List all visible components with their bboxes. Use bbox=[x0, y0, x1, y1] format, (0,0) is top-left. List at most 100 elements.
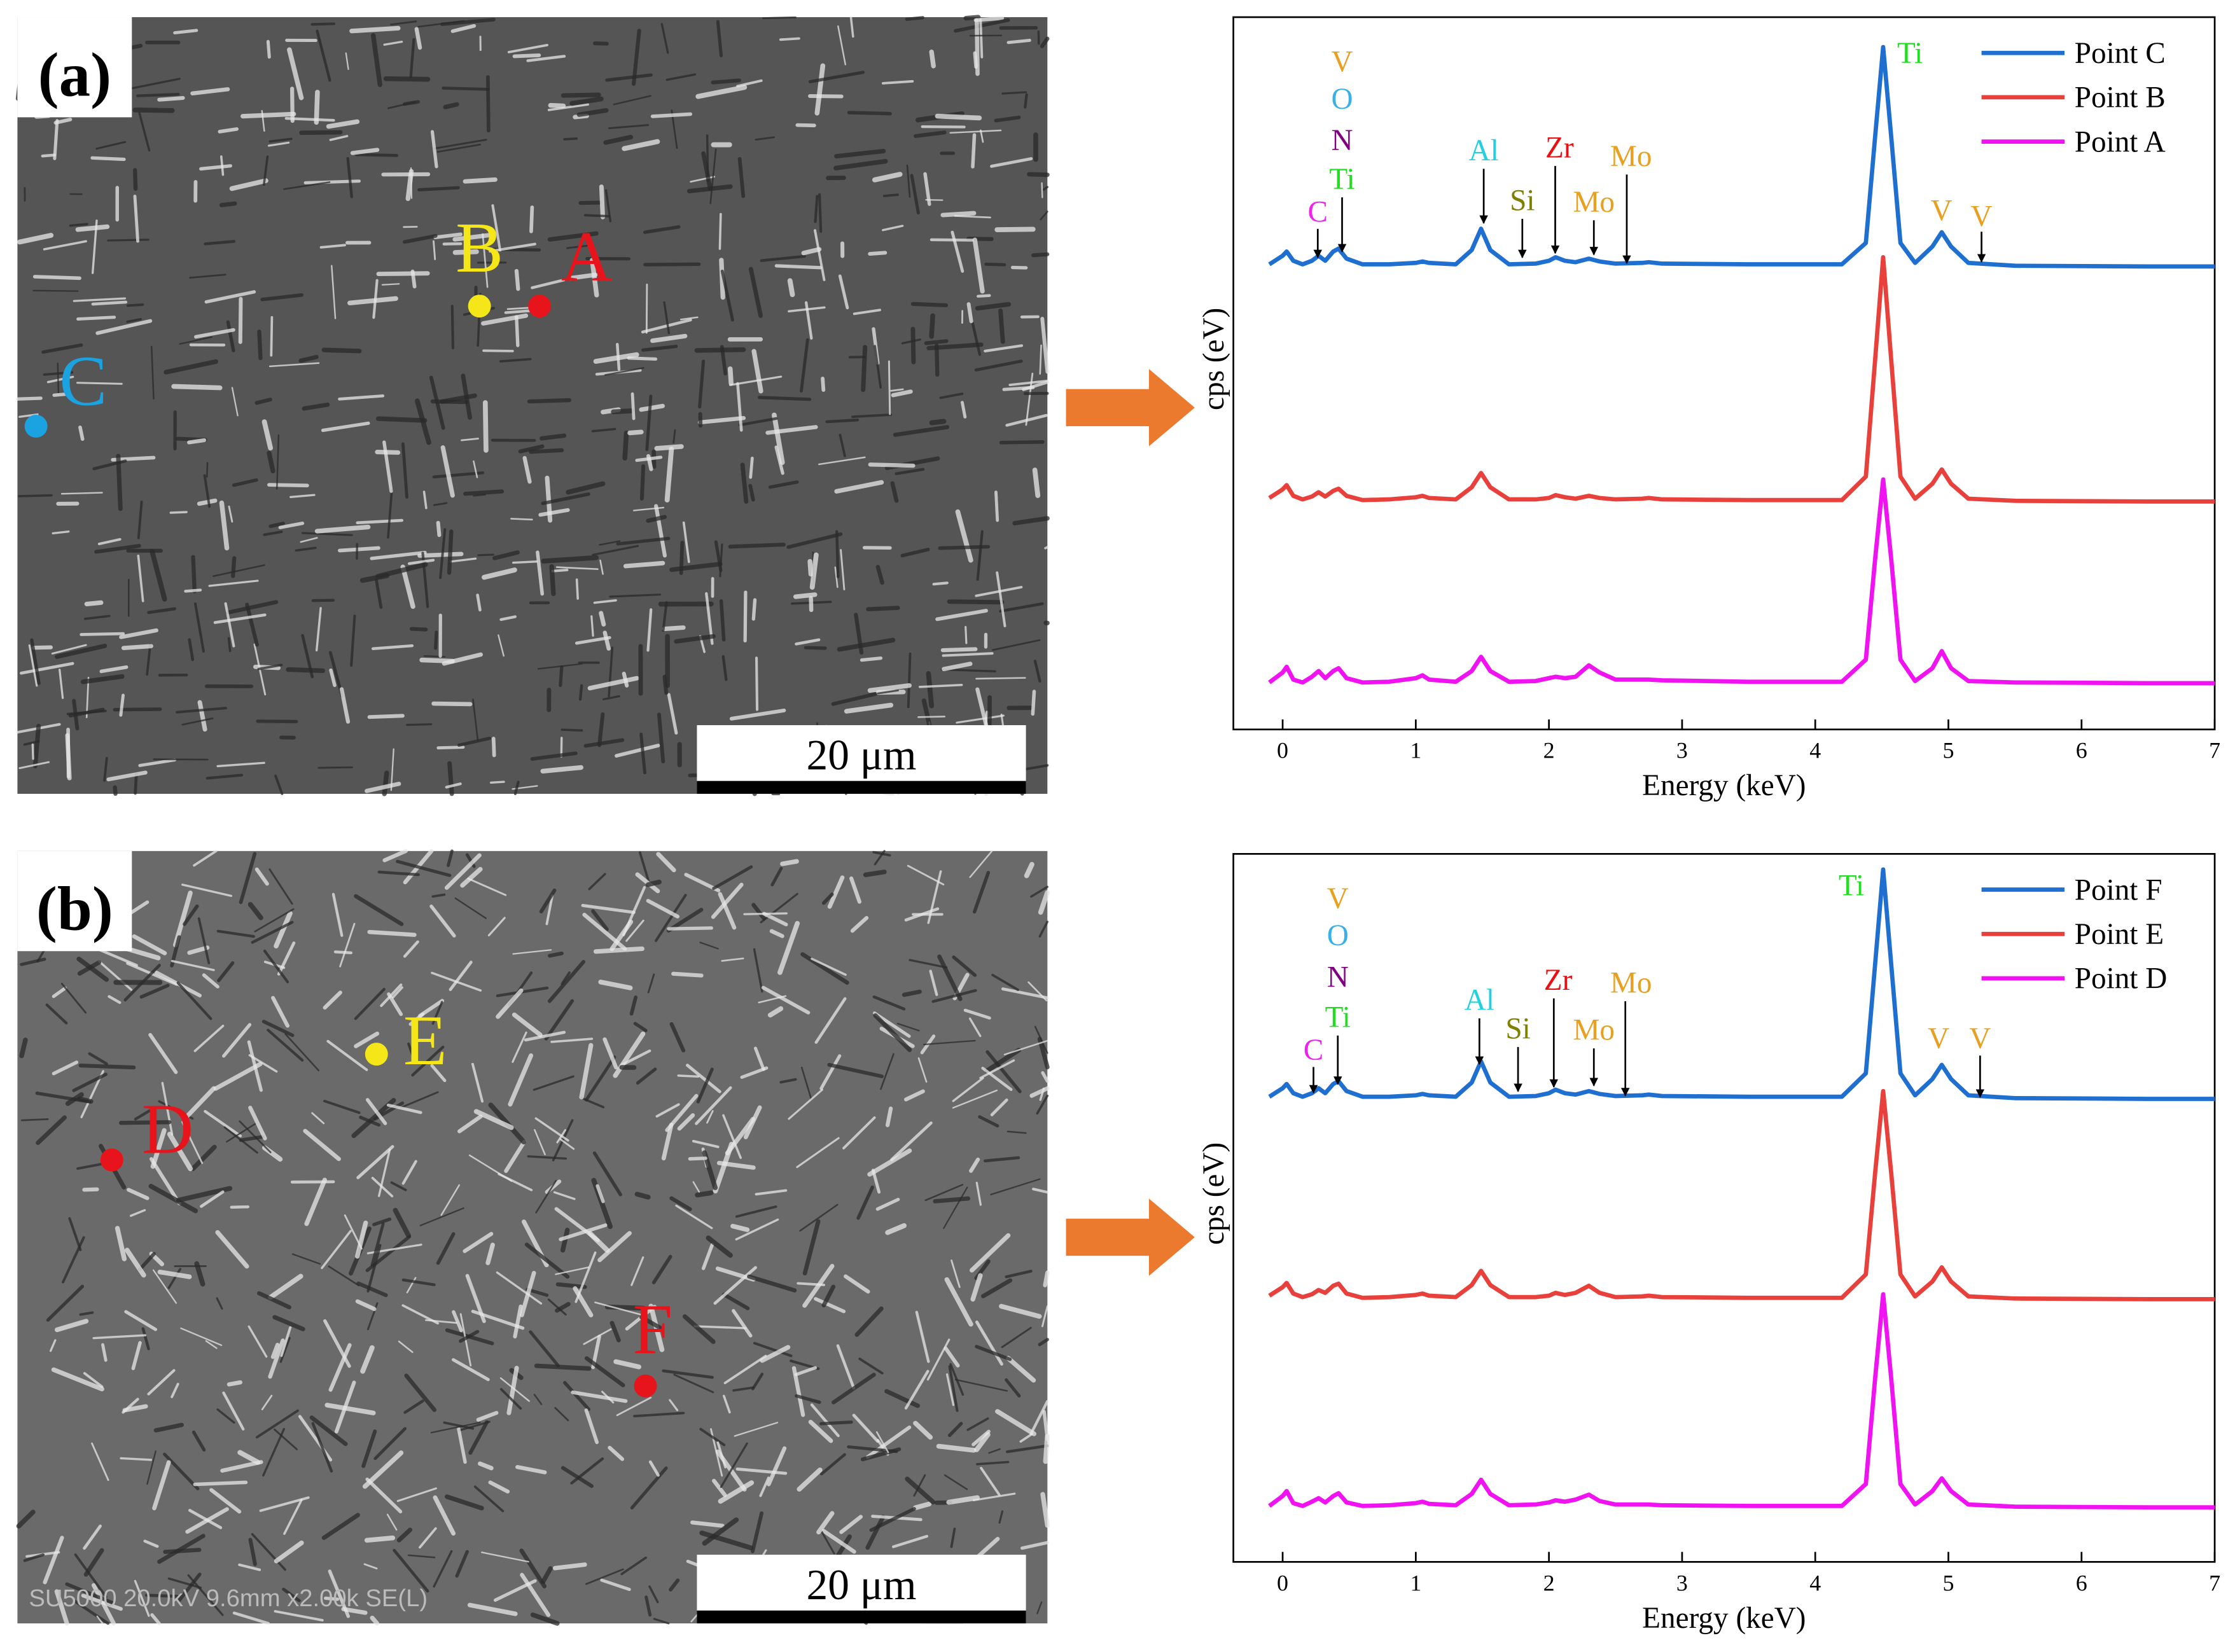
lamella bbox=[948, 1365, 959, 1412]
lamella bbox=[445, 782, 462, 789]
lamella bbox=[821, 1529, 856, 1554]
lamella bbox=[137, 554, 144, 602]
lamella bbox=[146, 643, 152, 676]
lamella bbox=[261, 1020, 295, 1038]
lamella bbox=[133, 194, 139, 243]
lamella bbox=[193, 1480, 248, 1487]
lamella bbox=[534, 1117, 569, 1142]
lamella bbox=[1041, 1305, 1048, 1328]
lamella bbox=[603, 134, 634, 145]
lamella bbox=[331, 892, 344, 937]
lamella bbox=[482, 567, 517, 580]
lamella bbox=[431, 1001, 443, 1025]
x-tick-label: 6 bbox=[2076, 738, 2087, 763]
lamella bbox=[636, 1067, 657, 1085]
lamella bbox=[261, 419, 274, 451]
lamella bbox=[551, 568, 569, 573]
lamella bbox=[768, 480, 799, 489]
lamella bbox=[143, 1539, 159, 1548]
lamella bbox=[904, 1370, 930, 1410]
lamella bbox=[73, 1599, 110, 1625]
lamella bbox=[627, 429, 644, 436]
lamella bbox=[809, 552, 819, 590]
lamella bbox=[555, 1282, 587, 1289]
lamella bbox=[326, 1039, 368, 1071]
y-axis-label: cps (eV) bbox=[1197, 1142, 1230, 1245]
lamella bbox=[597, 712, 605, 747]
lamella bbox=[51, 644, 87, 655]
lamella bbox=[371, 644, 414, 650]
lamella bbox=[690, 1520, 725, 1528]
spectrum-line bbox=[1268, 45, 2215, 269]
lamella bbox=[1038, 890, 1050, 915]
lamella bbox=[966, 1417, 989, 1431]
lamella bbox=[869, 1507, 916, 1532]
lamella bbox=[975, 586, 1023, 597]
lamella bbox=[23, 740, 40, 746]
lamella bbox=[254, 908, 295, 933]
lamella bbox=[570, 1457, 604, 1485]
lamella bbox=[229, 178, 268, 191]
lamella bbox=[354, 894, 404, 926]
lamella bbox=[820, 1453, 846, 1476]
lamella bbox=[499, 615, 517, 621]
lamella bbox=[215, 1230, 249, 1269]
lamella bbox=[736, 79, 763, 88]
lamella bbox=[77, 1096, 94, 1104]
lamella bbox=[654, 504, 667, 558]
lamella bbox=[268, 522, 285, 529]
lamella bbox=[407, 1554, 436, 1558]
lamella bbox=[226, 1123, 256, 1143]
lamella bbox=[463, 1232, 494, 1253]
lamella bbox=[486, 75, 491, 133]
lamella bbox=[261, 1394, 273, 1410]
lamella bbox=[595, 1184, 605, 1204]
lamella bbox=[323, 1099, 361, 1114]
lamella bbox=[622, 139, 660, 151]
point-marker bbox=[528, 295, 552, 318]
lamella bbox=[591, 909, 609, 931]
peak-label: V bbox=[1969, 1022, 1991, 1055]
lamella bbox=[837, 637, 896, 652]
lamella bbox=[103, 756, 108, 782]
lamella bbox=[76, 1162, 108, 1170]
lamella bbox=[259, 1496, 310, 1512]
lamella bbox=[471, 1309, 525, 1330]
lamella bbox=[321, 421, 370, 433]
lamella bbox=[167, 1577, 202, 1589]
lamella bbox=[924, 1184, 964, 1202]
lamella bbox=[940, 211, 977, 218]
lamella bbox=[270, 316, 274, 357]
lamella bbox=[984, 262, 1006, 267]
lamella bbox=[599, 559, 604, 575]
lamella bbox=[150, 1613, 161, 1625]
lamella bbox=[334, 1380, 356, 1434]
lamella bbox=[443, 102, 459, 109]
lamella bbox=[950, 1260, 961, 1288]
lamella bbox=[205, 774, 244, 780]
scale-bar bbox=[697, 781, 1026, 794]
lamella bbox=[608, 646, 614, 698]
peak-label: C bbox=[1308, 196, 1328, 229]
lamella bbox=[611, 408, 634, 415]
lamella bbox=[1041, 182, 1043, 198]
lamella bbox=[409, 38, 415, 78]
lamella bbox=[132, 934, 167, 955]
lamella bbox=[795, 1394, 821, 1404]
lamella bbox=[553, 1191, 576, 1200]
lamella bbox=[938, 545, 991, 550]
lamella bbox=[270, 1342, 280, 1359]
lamella bbox=[529, 448, 564, 454]
panel-label: (a) bbox=[38, 41, 111, 110]
lamella bbox=[203, 474, 211, 508]
lamella bbox=[338, 394, 385, 401]
lamella bbox=[1030, 885, 1049, 898]
lamella bbox=[92, 1334, 147, 1340]
lamella bbox=[779, 37, 800, 41]
lamella bbox=[926, 671, 935, 709]
lamella bbox=[267, 1029, 304, 1062]
lamella bbox=[591, 427, 616, 433]
lamella bbox=[719, 599, 726, 642]
lamella bbox=[512, 53, 541, 59]
